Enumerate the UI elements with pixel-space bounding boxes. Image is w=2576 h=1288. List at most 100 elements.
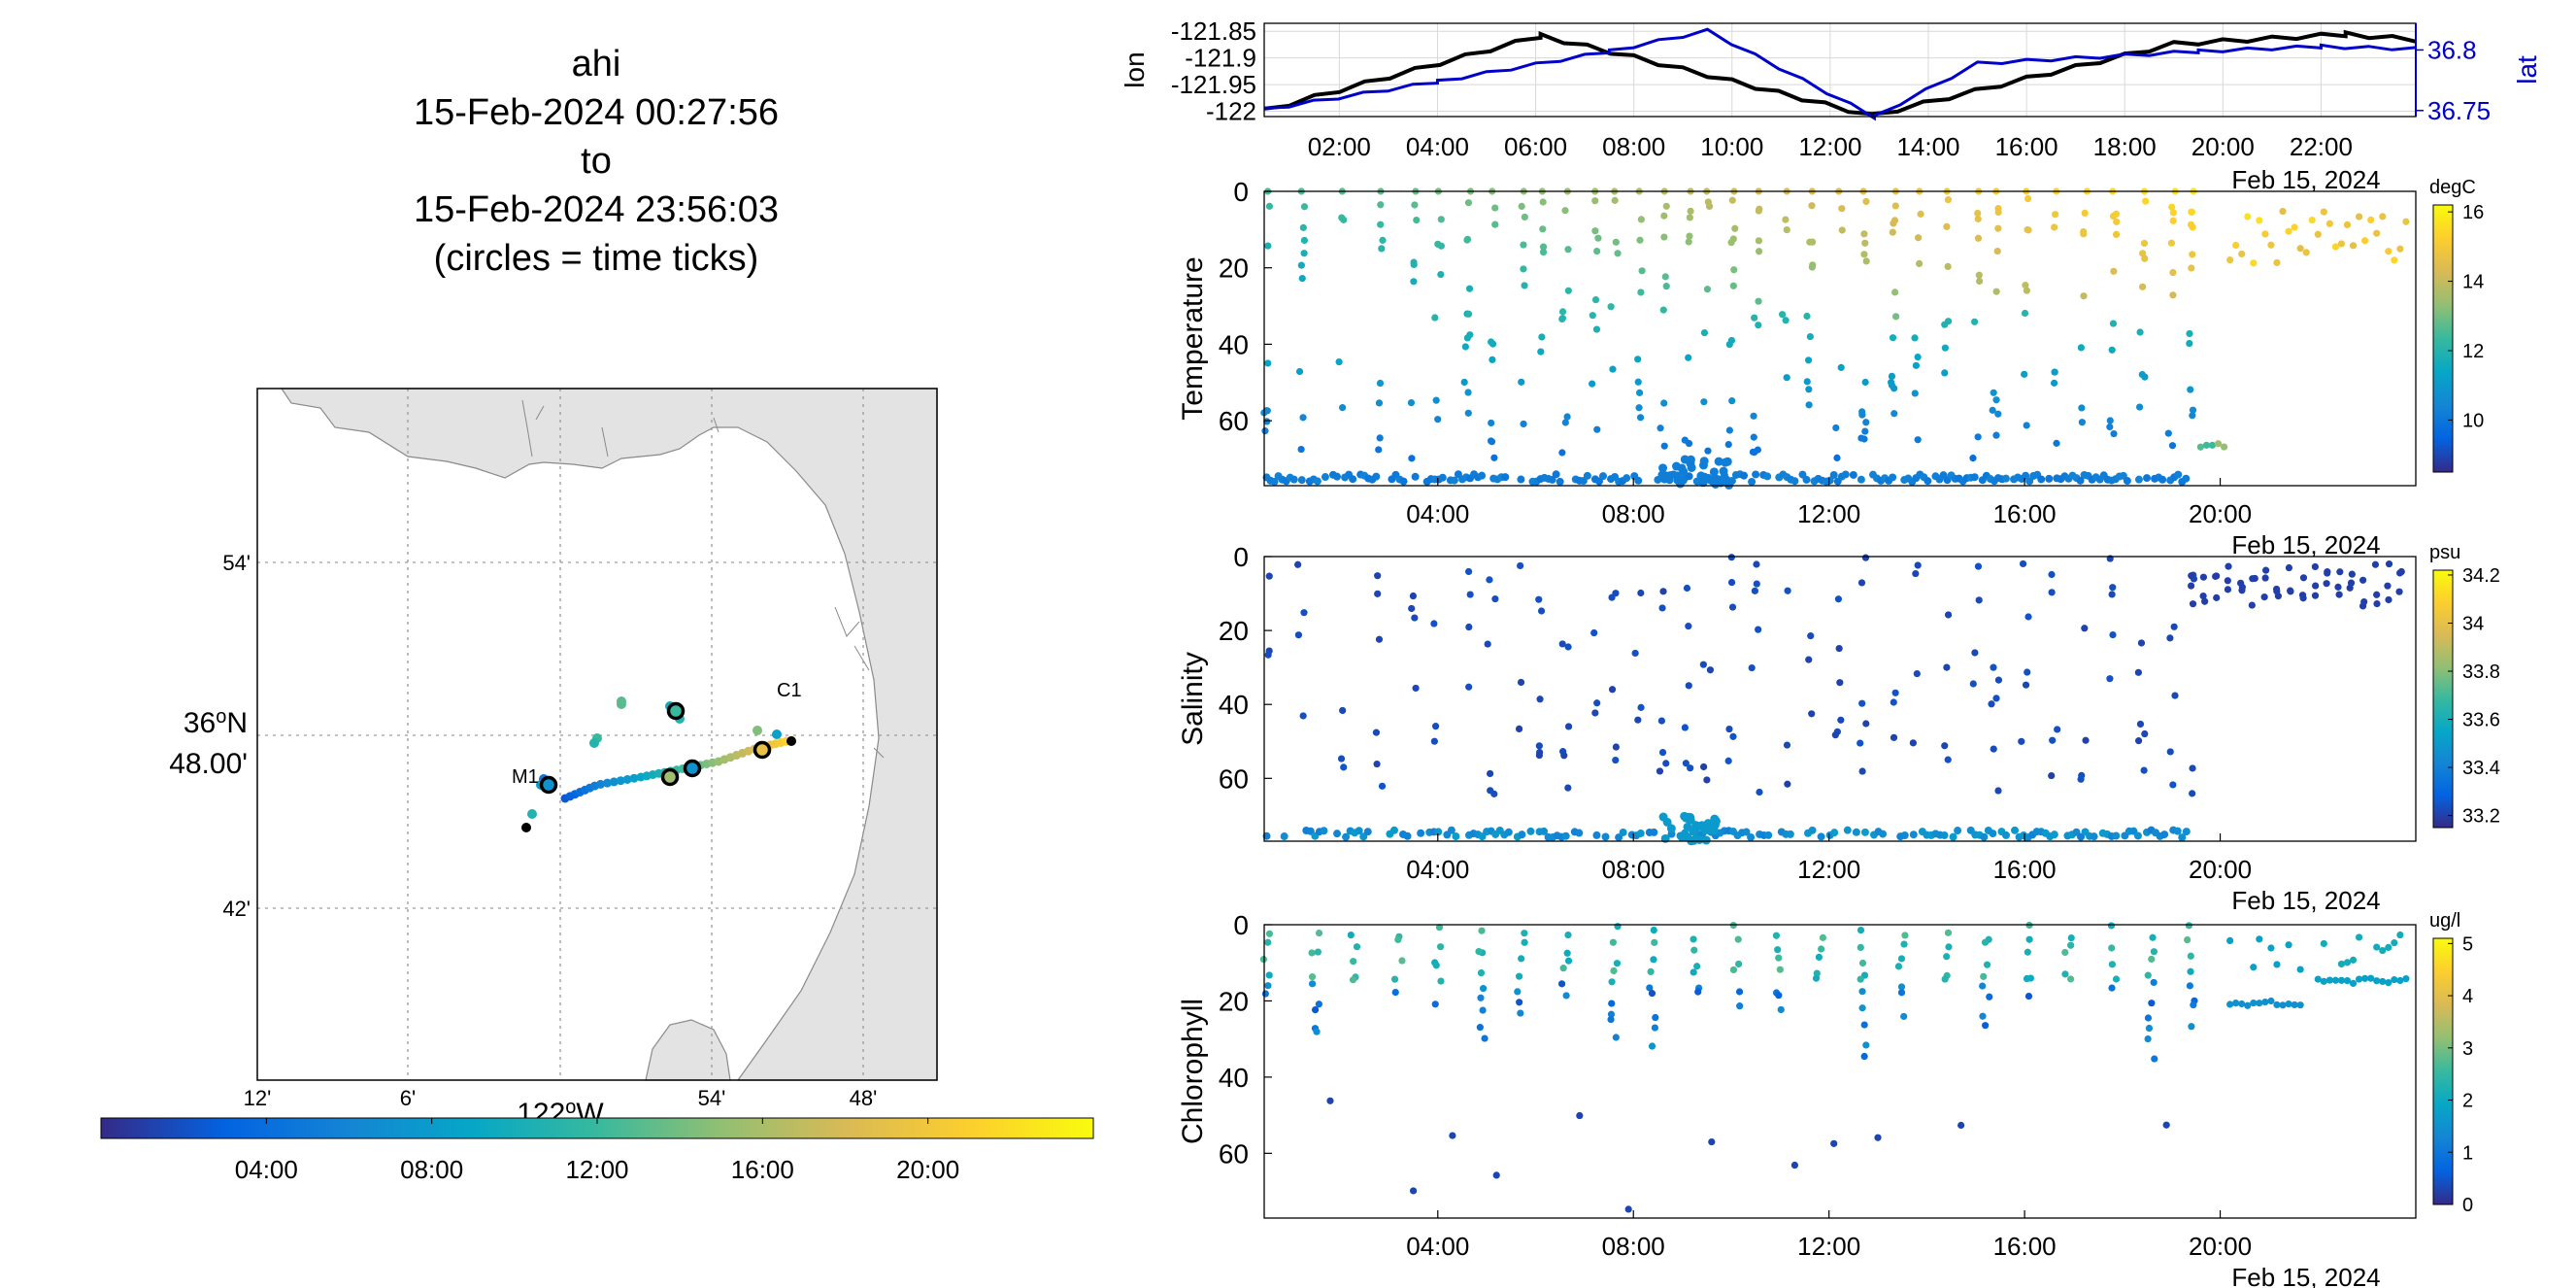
- chlorophyll-point: [1353, 943, 1361, 951]
- temperature-point: [1637, 288, 1645, 296]
- track-point: [629, 773, 639, 783]
- track-end-point: [786, 736, 796, 746]
- temperature-point: [1583, 471, 1591, 480]
- chlorophyll-point: [1394, 935, 1402, 944]
- salinity-point: [1831, 731, 1839, 739]
- salinity-point: [1300, 609, 1308, 617]
- salinity-point: [1685, 682, 1692, 690]
- salinity-point: [1411, 614, 1419, 622]
- temperature-point: [2139, 283, 2147, 290]
- temperature-point: [1464, 389, 1472, 396]
- temperature-point: [2168, 442, 2177, 450]
- temperature-ytick-label: 0: [1233, 177, 1249, 207]
- salinity-point: [2199, 592, 2207, 600]
- track-point: [617, 696, 626, 706]
- temperature-point: [2053, 439, 2060, 447]
- temperature-point: [1809, 261, 1817, 269]
- salinity-point: [1992, 695, 2000, 702]
- temperature-point: [1803, 312, 1811, 321]
- salinity-point: [1817, 832, 1825, 841]
- chlorophyll-point: [1790, 1161, 1799, 1169]
- salinity-point: [1659, 588, 1667, 595]
- lon-lat-date-label: Feb 15, 2024: [2231, 165, 2380, 194]
- map-ytick-42: 42': [222, 897, 251, 921]
- salinity-point: [2166, 634, 2174, 642]
- salinity-point: [2346, 584, 2354, 592]
- chlorophyll-point: [1610, 966, 1618, 975]
- salinity-point: [1725, 725, 1733, 733]
- temperature-point: [2396, 245, 2404, 253]
- temperature-point: [2202, 441, 2211, 449]
- chlorophyll-point: [2391, 939, 2398, 947]
- salinity-point: [1612, 743, 1620, 751]
- temperature-point: [1539, 248, 1548, 256]
- chlorophyll-point: [2025, 935, 2033, 943]
- chlorophyll-point: [2067, 941, 2075, 949]
- temperature-point: [2140, 239, 2149, 248]
- salinity-point: [1989, 830, 1997, 838]
- temperature-point: [1659, 306, 1667, 314]
- temperature-point: [2106, 417, 2114, 424]
- temperature-point: [2077, 344, 2085, 352]
- chlorophyll-point: [2349, 979, 2358, 988]
- temperature-point: [1969, 455, 1977, 462]
- chlorophyll-colorbar-tick-label: 1: [2462, 1142, 2473, 1164]
- temperature-point: [1976, 277, 1984, 286]
- salinity-point: [2385, 560, 2393, 568]
- chlorophyll-point: [1981, 938, 1990, 946]
- salinity-point: [1409, 592, 1418, 600]
- chlorophyll-point: [1689, 968, 1697, 976]
- salinity-point: [2133, 831, 2142, 840]
- salinity-point: [1830, 829, 1839, 837]
- temperature-point: [1825, 476, 1834, 485]
- temperature-point: [1589, 380, 1596, 388]
- temperature-point: [2169, 217, 2177, 224]
- salinity-point: [2384, 582, 2392, 590]
- chlorophyll-point: [2320, 939, 2327, 948]
- temperature-point: [2169, 291, 2177, 299]
- chlorophyll-point: [1900, 1012, 1908, 1021]
- salinity-point: [2137, 639, 2146, 647]
- chlorophyll-point: [2325, 976, 2333, 984]
- salinity-point: [1879, 830, 1888, 838]
- salinity-point: [1940, 830, 1949, 839]
- chlorophyll-point: [1479, 984, 1488, 993]
- temperature-point: [1614, 250, 1622, 257]
- chlorophyll-point: [2343, 976, 2352, 985]
- salinity-point: [1536, 695, 1544, 703]
- map-peninsula: [645, 1019, 731, 1081]
- temperature-point: [1941, 321, 1949, 328]
- salinity-point: [1697, 821, 1707, 830]
- chlorophyll-point: [2144, 1014, 2153, 1022]
- salinity-point: [1490, 790, 1498, 797]
- temperature-point: [1520, 265, 1527, 273]
- temperature-point: [1488, 438, 1496, 446]
- temperature-point: [1992, 288, 2000, 295]
- chlorophyll-colorbar: [2432, 937, 2454, 1205]
- time-colorbar-tick-label: 16:00: [731, 1155, 794, 1184]
- lon-ytick-label: -121.85: [1171, 17, 1256, 46]
- chlorophyll-point: [2256, 1000, 2263, 1007]
- salinity-point: [1683, 584, 1691, 593]
- temperature-point: [1634, 476, 1643, 485]
- temperature-point: [1465, 310, 1473, 318]
- temperature-point: [1599, 472, 1608, 481]
- salinity-point: [1703, 776, 1711, 784]
- chlorophyll-point: [1857, 926, 1865, 934]
- salinity-point: [2136, 720, 2145, 729]
- temperature-point: [1974, 215, 1982, 222]
- salinity-point: [2108, 591, 2116, 598]
- temperature-point: [1521, 213, 1528, 221]
- temperature-point: [2080, 292, 2088, 300]
- temperature-point: [1914, 436, 1922, 444]
- chlorophyll-point: [2279, 1001, 2287, 1009]
- chlorophyll-point: [1479, 1006, 1487, 1014]
- temperature-point: [1591, 197, 1599, 205]
- salinity-point: [2188, 572, 2195, 580]
- temperature-point: [2158, 475, 2167, 484]
- salinity-point: [1681, 724, 1689, 731]
- temperature-point: [1728, 397, 1736, 405]
- chlorophyll-point: [1941, 975, 1949, 983]
- temperature-point: [1806, 332, 1814, 341]
- temperature-point: [1804, 356, 1813, 364]
